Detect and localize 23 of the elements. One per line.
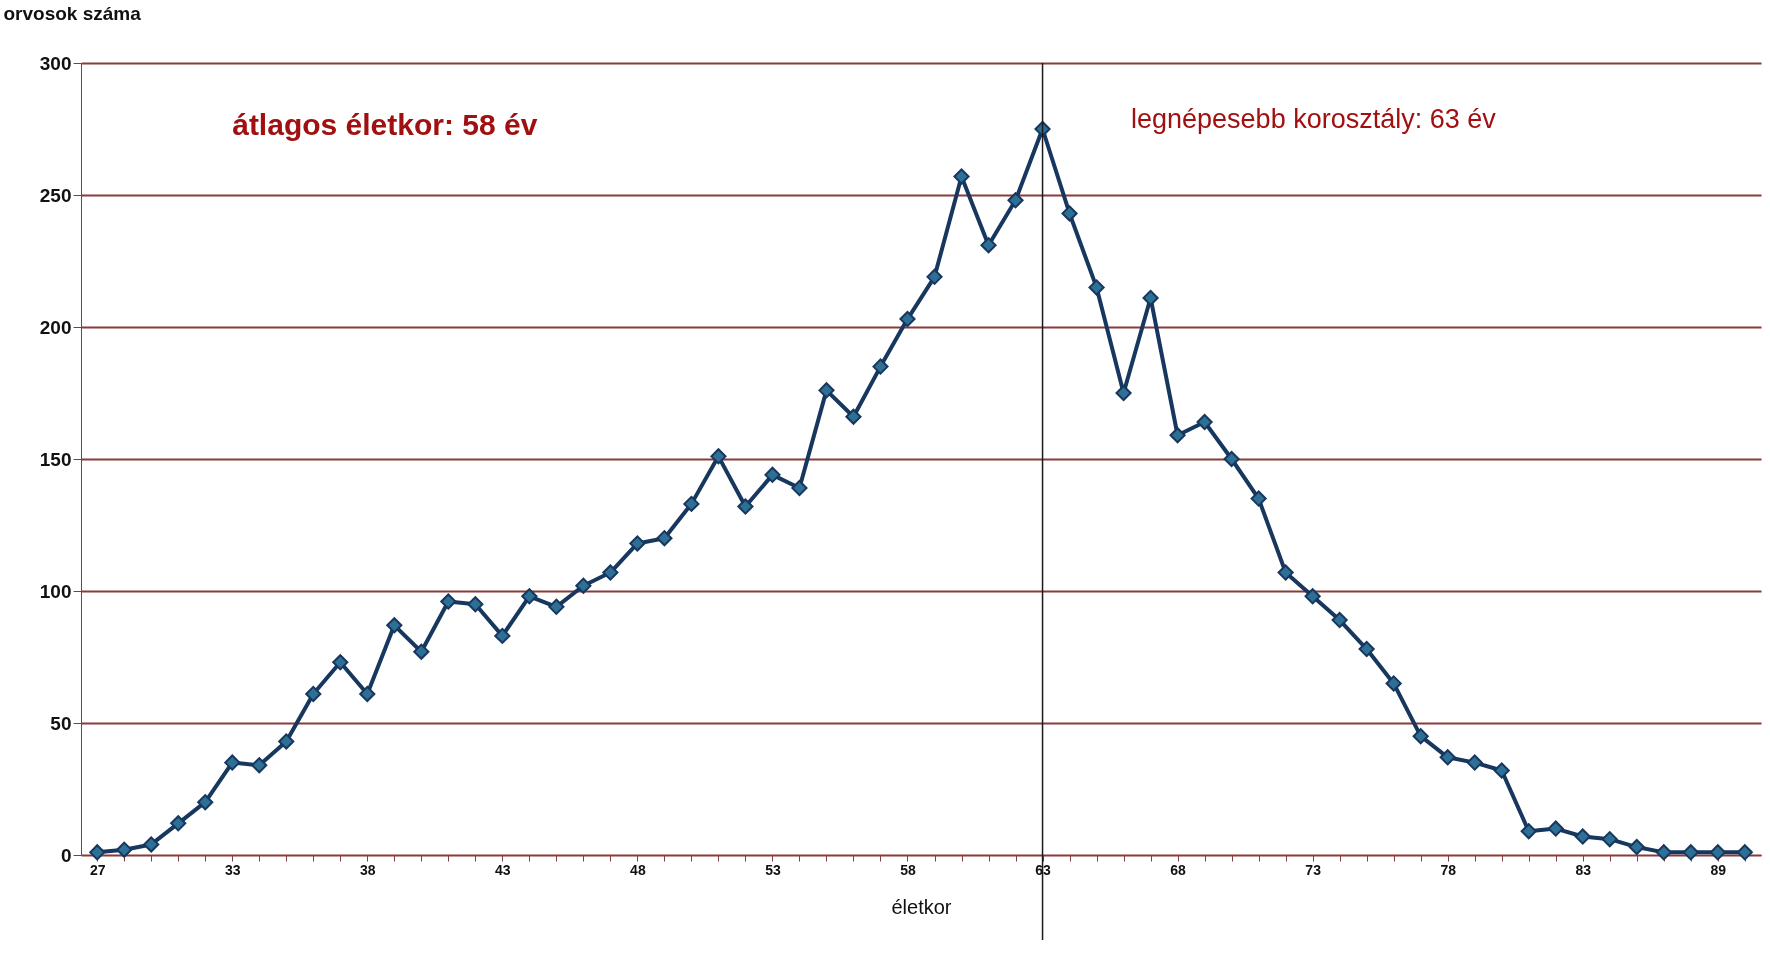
x-axis-title: életkor — [891, 895, 952, 918]
y-tick-label: 100 — [39, 580, 72, 602]
x-tick-label: 78 — [1440, 861, 1457, 878]
y-tick-label: 200 — [39, 316, 72, 338]
annotation: legnépesebb korosztály: 63 év — [1131, 104, 1497, 135]
x-tick-label: 33 — [224, 861, 241, 878]
x-tick-label: 83 — [1575, 861, 1592, 878]
x-tick-label: 68 — [1170, 861, 1187, 878]
x-tick-label: 53 — [765, 861, 781, 878]
y-axis-title: orvosok száma — [3, 2, 142, 24]
x-tick-label: 43 — [495, 861, 511, 878]
x-tick-label: 58 — [900, 861, 916, 878]
y-tick-label: 300 — [39, 52, 72, 74]
y-tick-label: 150 — [39, 448, 72, 470]
y-tick-label: 50 — [50, 712, 72, 734]
x-tick-label: 38 — [360, 861, 376, 878]
x-tick-label: 89 — [1710, 861, 1727, 878]
x-tick-label: 48 — [630, 861, 646, 878]
annotation: átlagos életkor: 58 év — [232, 108, 538, 142]
y-tick-label: 0 — [60, 844, 72, 866]
x-tick-label: 73 — [1305, 861, 1322, 878]
x-tick-label: 27 — [89, 861, 106, 878]
y-tick-label: 250 — [39, 184, 72, 206]
